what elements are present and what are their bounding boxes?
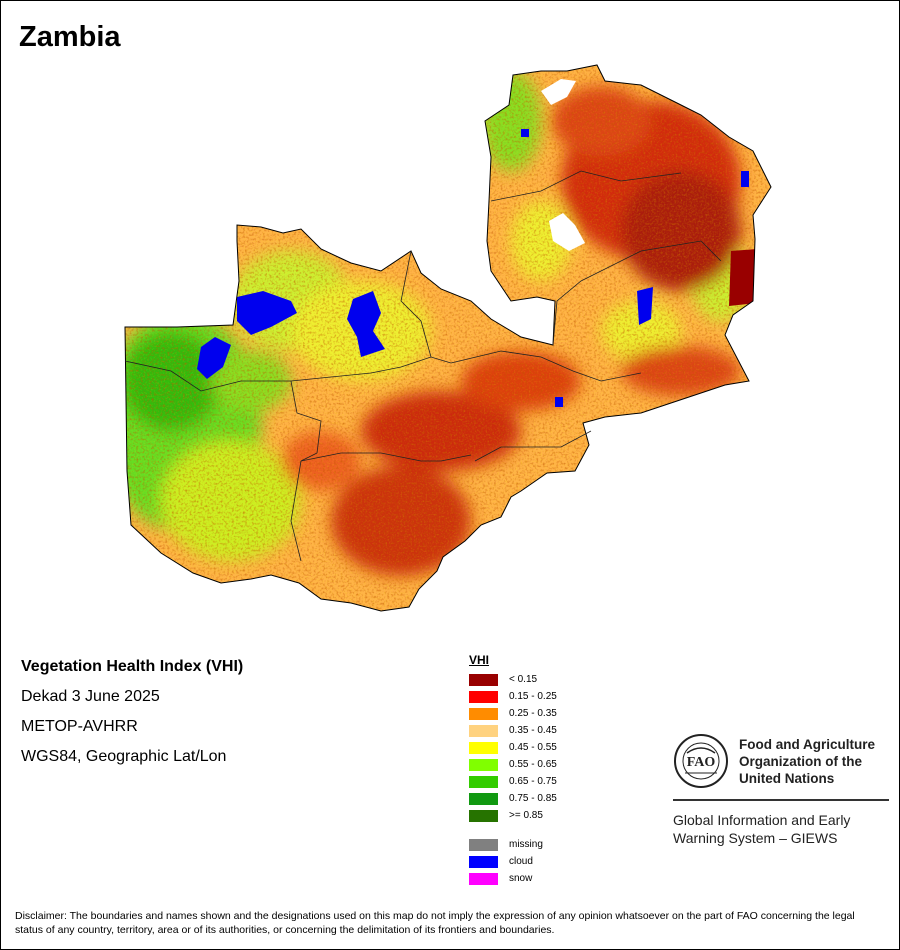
legend-item: cloud: [469, 853, 557, 870]
legend-label: 0.55 - 0.65: [509, 759, 557, 770]
legend-label: missing: [509, 839, 543, 850]
svg-text:FAO: FAO: [687, 755, 716, 770]
legend-item: 0.65 - 0.75: [469, 773, 557, 790]
legend-swatch: [469, 792, 498, 805]
map-title: Zambia: [19, 21, 121, 53]
fao-emblem-icon: FAO: [674, 734, 728, 788]
legend-item: snow: [469, 870, 557, 887]
giews-line-2: Warning System – GIEWS: [673, 830, 838, 846]
legend-swatch: [469, 872, 498, 885]
legend-swatch: [469, 707, 498, 720]
legend-classes: < 0.15 0.15 - 0.25 0.25 - 0.35 0.35 - 0.45 0…: [469, 671, 557, 824]
legend-swatch: [469, 855, 498, 868]
legend-item: >= 0.85: [469, 807, 557, 824]
legend-swatch: [469, 724, 498, 737]
map-metadata: Vegetation Health Index (VHI) Dekad 3 Ju…: [21, 657, 243, 777]
legend-item: missing: [469, 836, 557, 853]
legend-item: 0.15 - 0.25: [469, 688, 557, 705]
legend-label: 0.25 - 0.35: [509, 708, 557, 719]
vhi-raster: [125, 65, 771, 611]
legend-item: 0.75 - 0.85: [469, 790, 557, 807]
legend-label: cloud: [509, 856, 533, 867]
org-line-3: United Nations: [739, 770, 835, 786]
legend-item: 0.55 - 0.65: [469, 756, 557, 773]
legend-swatch: [469, 741, 498, 754]
legend-swatch: [469, 758, 498, 771]
org-line-2: Organization of the: [739, 753, 862, 769]
org-line-1: Food and Agriculture: [739, 736, 875, 752]
legend-label: 0.75 - 0.85: [509, 793, 557, 804]
legend-item: 0.45 - 0.55: [469, 739, 557, 756]
logo-divider: [673, 799, 889, 801]
legend-swatch: [469, 775, 498, 788]
giews-line-1: Global Information and Early: [673, 812, 851, 828]
legend-swatch: [469, 690, 498, 703]
legend-label: < 0.15: [509, 674, 538, 685]
index-name: Vegetation Health Index (VHI): [21, 658, 244, 675]
legend-swatch: [469, 838, 498, 851]
sensor-label: METOP-AVHRR: [21, 718, 138, 735]
legend-title: VHI: [469, 653, 490, 667]
legend-item: 0.35 - 0.45: [469, 722, 557, 739]
legend-label: >= 0.85: [509, 810, 543, 821]
legend-item: < 0.15: [469, 671, 557, 688]
legend-label: 0.15 - 0.25: [509, 691, 557, 702]
projection-label: WGS84, Geographic Lat/Lon: [21, 748, 227, 765]
vhi-legend: VHI < 0.15 0.15 - 0.25 0.25 - 0.35 0.35 - 0…: [469, 653, 557, 887]
legend-special: missing cloud snow: [469, 836, 557, 887]
legend-swatch: [469, 809, 498, 822]
period-label: Dekad 3 June 2025: [21, 688, 160, 705]
legend-label: 0.65 - 0.75: [509, 776, 557, 787]
province-boundaries: [124, 170, 722, 562]
legend-label: 0.45 - 0.55: [509, 742, 557, 753]
vhi-map: [124, 64, 772, 612]
legend-swatch: [469, 673, 498, 686]
fao-logo: FAO Food and Agriculture Organization of…: [673, 733, 889, 847]
disclaimer-text: Disclaimer: The boundaries and names sho…: [15, 910, 855, 936]
legend-label: snow: [509, 873, 533, 884]
legend-item: 0.25 - 0.35: [469, 705, 557, 722]
legend-label: 0.35 - 0.45: [509, 725, 557, 736]
